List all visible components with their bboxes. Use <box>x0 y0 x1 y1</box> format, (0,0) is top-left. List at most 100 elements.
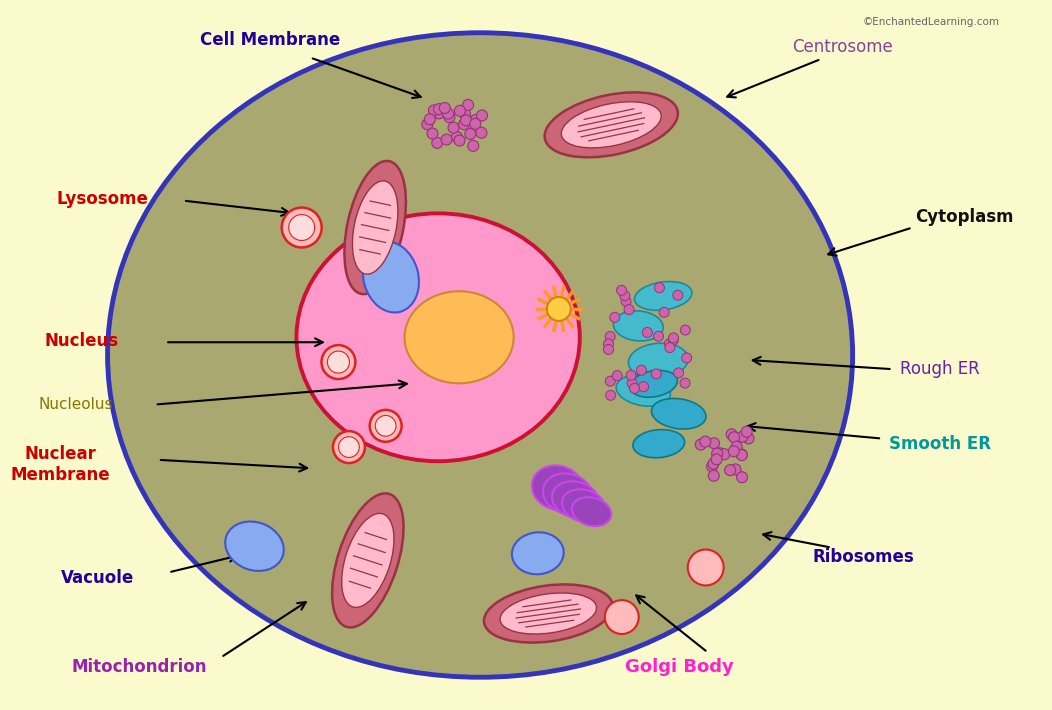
Circle shape <box>424 114 436 125</box>
Circle shape <box>668 333 679 343</box>
Circle shape <box>688 550 724 586</box>
Ellipse shape <box>552 481 600 518</box>
Circle shape <box>431 138 443 148</box>
Circle shape <box>719 449 730 460</box>
Circle shape <box>673 290 683 300</box>
Ellipse shape <box>628 343 688 378</box>
Circle shape <box>440 102 450 114</box>
Text: Centrosome: Centrosome <box>792 38 892 56</box>
Circle shape <box>651 369 662 379</box>
Ellipse shape <box>543 474 592 514</box>
Text: ©EnchantedLearning.com: ©EnchantedLearning.com <box>863 17 1000 27</box>
Text: Rough ER: Rough ER <box>899 360 979 378</box>
Text: Nucleolus: Nucleolus <box>39 397 114 412</box>
Circle shape <box>726 429 737 439</box>
Circle shape <box>624 305 634 315</box>
Circle shape <box>621 297 631 307</box>
Text: Lysosome: Lysosome <box>57 190 148 208</box>
Ellipse shape <box>107 33 852 677</box>
Text: Smooth ER: Smooth ER <box>889 435 991 452</box>
Ellipse shape <box>500 593 596 634</box>
Circle shape <box>639 382 648 392</box>
Circle shape <box>428 105 440 116</box>
Circle shape <box>680 378 690 388</box>
Ellipse shape <box>344 161 406 294</box>
Text: Cell Membrane: Cell Membrane <box>200 31 341 49</box>
Circle shape <box>665 339 674 349</box>
Circle shape <box>547 297 571 321</box>
Circle shape <box>626 371 636 381</box>
Text: Vacuole: Vacuole <box>60 569 134 587</box>
Ellipse shape <box>633 430 685 458</box>
Ellipse shape <box>562 102 662 148</box>
Circle shape <box>708 438 720 449</box>
Circle shape <box>620 290 630 301</box>
Circle shape <box>725 464 735 476</box>
Circle shape <box>682 353 691 363</box>
Circle shape <box>460 109 470 119</box>
Ellipse shape <box>634 282 692 310</box>
Ellipse shape <box>572 497 611 526</box>
Circle shape <box>606 391 615 400</box>
Circle shape <box>427 128 438 139</box>
Text: Nuclear
Membrane: Nuclear Membrane <box>11 445 110 484</box>
Circle shape <box>627 378 638 388</box>
Ellipse shape <box>484 584 612 643</box>
Circle shape <box>605 376 615 386</box>
Circle shape <box>604 339 613 349</box>
Circle shape <box>604 344 613 354</box>
Circle shape <box>736 471 748 483</box>
Circle shape <box>742 426 752 437</box>
Text: Mitochondrion: Mitochondrion <box>72 657 207 676</box>
Circle shape <box>708 458 719 469</box>
Circle shape <box>605 600 639 634</box>
Circle shape <box>454 135 465 146</box>
Circle shape <box>643 327 652 337</box>
Circle shape <box>695 439 706 450</box>
Ellipse shape <box>630 371 677 398</box>
Circle shape <box>463 99 473 111</box>
Ellipse shape <box>532 466 583 510</box>
Circle shape <box>470 119 481 129</box>
Circle shape <box>729 432 740 443</box>
Circle shape <box>422 119 432 130</box>
Ellipse shape <box>225 522 284 571</box>
Circle shape <box>448 122 459 133</box>
Ellipse shape <box>512 532 564 574</box>
Circle shape <box>441 134 452 145</box>
Circle shape <box>444 111 454 123</box>
Circle shape <box>288 214 315 241</box>
Circle shape <box>707 461 717 472</box>
Circle shape <box>612 371 622 381</box>
Circle shape <box>737 431 748 442</box>
Circle shape <box>668 335 679 345</box>
Circle shape <box>636 365 646 375</box>
Circle shape <box>454 105 465 116</box>
Circle shape <box>700 436 711 447</box>
Circle shape <box>433 104 445 114</box>
Ellipse shape <box>405 291 513 383</box>
Circle shape <box>673 368 684 378</box>
Circle shape <box>333 431 365 463</box>
Circle shape <box>708 470 720 481</box>
Circle shape <box>476 127 487 138</box>
Circle shape <box>653 332 664 342</box>
Circle shape <box>743 433 754 444</box>
Circle shape <box>616 285 627 295</box>
Text: Golgi Body: Golgi Body <box>625 657 734 676</box>
Ellipse shape <box>297 214 580 462</box>
Circle shape <box>369 410 402 442</box>
Circle shape <box>470 114 481 126</box>
Circle shape <box>468 141 479 151</box>
Circle shape <box>459 119 469 130</box>
Ellipse shape <box>352 181 398 274</box>
Circle shape <box>736 449 747 460</box>
Text: Nucleus: Nucleus <box>44 332 119 350</box>
Circle shape <box>451 131 463 143</box>
Ellipse shape <box>613 311 663 341</box>
Circle shape <box>610 312 620 322</box>
Circle shape <box>605 332 615 342</box>
Circle shape <box>728 446 740 457</box>
Text: Ribosomes: Ribosomes <box>812 548 914 566</box>
Ellipse shape <box>562 489 605 522</box>
